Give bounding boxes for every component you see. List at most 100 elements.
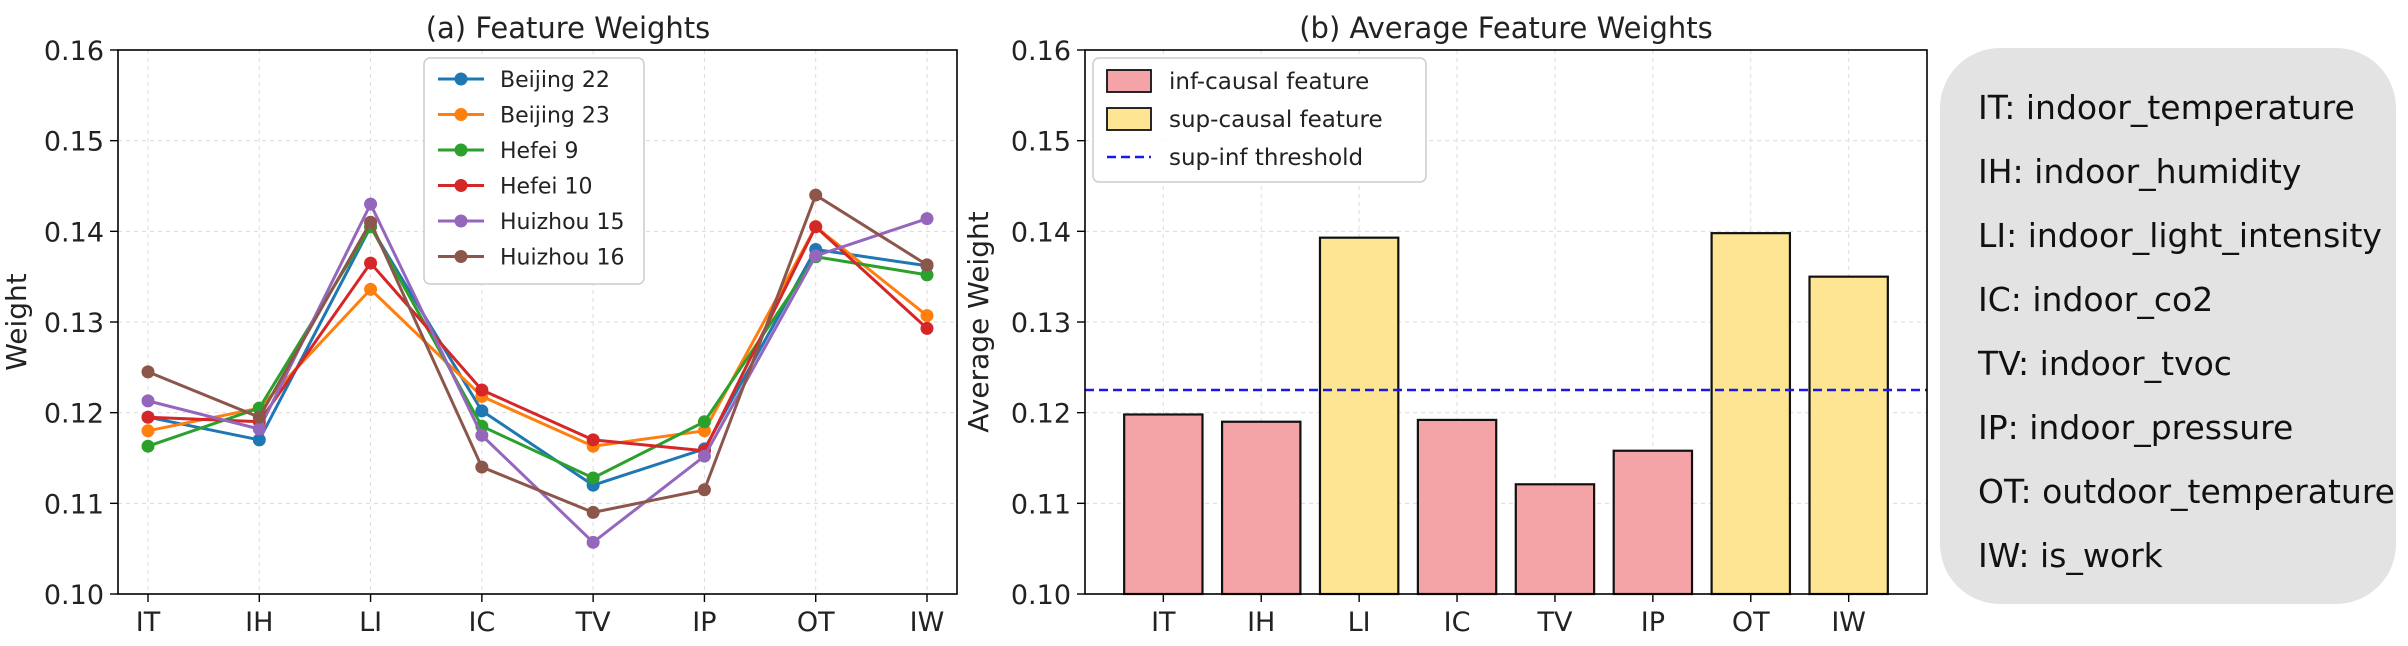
data-point (697, 415, 711, 429)
legend-label: Hefei 9 (500, 139, 578, 164)
series-line (147, 223, 928, 480)
legend-swatch-bar (1106, 69, 1152, 93)
abbreviation-legend: IT: indoor_temperature IH: indoor_humidi… (1940, 48, 2396, 604)
y-tick-label: 0.10 (1011, 580, 1071, 611)
x-tick-label: IT (1151, 607, 1176, 638)
legend-swatch-marker (454, 108, 468, 121)
x-tick-label: IW (1831, 607, 1866, 638)
chart-a-series (141, 188, 934, 549)
data-point (141, 439, 155, 453)
chart-b-legend: inf-causal feature sup-causal feature sup-… (1092, 57, 1427, 183)
abbreviation-item: IC: indoor_co2 (1978, 280, 2214, 319)
data-point (586, 505, 600, 519)
legend-swatch-marker (454, 250, 468, 263)
data-point (364, 256, 378, 270)
y-tick-label: 0.12 (44, 399, 104, 430)
data-point (920, 268, 934, 282)
x-tick-label: TV (575, 607, 611, 638)
y-tick-label: 0.16 (44, 36, 104, 67)
y-tick-label: 0.12 (1011, 399, 1071, 430)
legend-swatch-bar (1106, 107, 1152, 131)
abbreviation-item: LI: indoor_light_intensity (1978, 216, 2382, 255)
x-tick-label: IH (245, 607, 273, 638)
data-point (364, 282, 378, 296)
bar-sup-causal (1710, 232, 1792, 596)
legend-swatch-marker (454, 214, 468, 228)
legend-label: inf-causal feature (1169, 69, 1369, 95)
abbreviation-item: IT: indoor_temperature (1978, 88, 2355, 127)
data-point (475, 404, 489, 418)
data-point (252, 422, 266, 436)
chart-a-ticks: 0.10 0.11 0.12 0.13 0.14 0.15 0.16 IT IH LI IC TV IP… (44, 36, 944, 638)
chart-a-ylabel: Weight (0, 273, 33, 371)
chart-b-title: (b) Average Feature Weights (1299, 11, 1713, 45)
data-point (252, 410, 266, 424)
abbreviation-item: TV: indoor_tvoc (1978, 344, 2232, 383)
data-point (697, 424, 711, 438)
x-tick-label: IH (1247, 607, 1275, 638)
data-point (252, 433, 266, 447)
bar-inf-causal (1123, 413, 1204, 596)
y-tick-label: 0.15 (1011, 127, 1071, 158)
data-point (809, 188, 823, 202)
data-point (364, 215, 378, 229)
data-point (586, 535, 600, 549)
y-tick-label: 0.14 (44, 217, 104, 248)
y-tick-label: 0.11 (44, 489, 104, 520)
bar-inf-causal (1514, 483, 1596, 596)
abbreviation-item: IP: indoor_pressure (1978, 408, 2294, 447)
data-point (141, 410, 155, 424)
feature-weights-line-chart: (a) Feature Weights Weight 0.100.110.120… (0, 11, 958, 638)
abbreviation-item: OT: outdoor_temperature (1978, 472, 2395, 511)
data-point (697, 483, 711, 497)
data-point (586, 471, 600, 485)
y-tick-label: 0.13 (44, 308, 104, 339)
legend-swatch-marker (454, 179, 468, 192)
abbreviation-item: IW: is_work (1978, 536, 2163, 575)
legend-label: sup-inf threshold (1169, 145, 1363, 171)
series-line (147, 224, 929, 453)
x-tick-label: IP (692, 607, 716, 638)
y-tick-label: 0.13 (1011, 308, 1071, 339)
legend-label: Beijing 23 (500, 104, 610, 129)
bar-inf-causal (1612, 449, 1694, 596)
x-tick-label: OT (797, 607, 835, 638)
data-point (697, 449, 711, 463)
x-tick-label: IC (1444, 607, 1471, 638)
legend-swatch-marker (454, 143, 468, 157)
legend-label: Huizhou 15 (500, 210, 624, 235)
legend-frame (1092, 57, 1427, 183)
x-tick-label: IT (136, 607, 161, 638)
x-tick-label: TV (1536, 607, 1572, 638)
legend-swatch-marker (454, 72, 468, 86)
y-tick-label: 0.16 (1011, 36, 1071, 67)
chart-b-ticks: 0.10 0.11 0.12 0.13 0.14 0.15 0.16 IT IH LI IC TV IP… (1011, 36, 1866, 638)
data-point (141, 365, 155, 379)
bar-inf-causal (1220, 420, 1302, 596)
data-point (475, 428, 489, 442)
y-tick-label: 0.15 (44, 127, 104, 158)
data-point (809, 249, 823, 263)
legend-label: Huizhou 16 (500, 246, 624, 271)
chart-b-ylabel: Average Weight (962, 211, 995, 432)
x-tick-label: LI (1348, 607, 1371, 638)
data-point (364, 197, 378, 211)
series-line (147, 192, 928, 514)
bar-sup-causal (1808, 275, 1889, 596)
legend-label: Hefei 10 (500, 175, 592, 200)
data-point (920, 321, 934, 335)
x-tick-label: IW (910, 607, 945, 638)
data-point (141, 424, 155, 438)
x-tick-label: OT (1732, 607, 1770, 638)
chart-b-bars (1123, 232, 1889, 596)
y-tick-label: 0.11 (1011, 489, 1071, 520)
data-point (475, 383, 489, 397)
data-point (475, 460, 489, 474)
y-tick-label: 0.14 (1011, 217, 1071, 248)
data-point (920, 309, 934, 323)
x-tick-label: IC (468, 607, 495, 638)
data-point (586, 433, 600, 447)
x-tick-label: LI (359, 607, 382, 638)
y-tick-label: 0.10 (44, 580, 104, 611)
chart-a-title: (a) Feature Weights (426, 11, 711, 45)
